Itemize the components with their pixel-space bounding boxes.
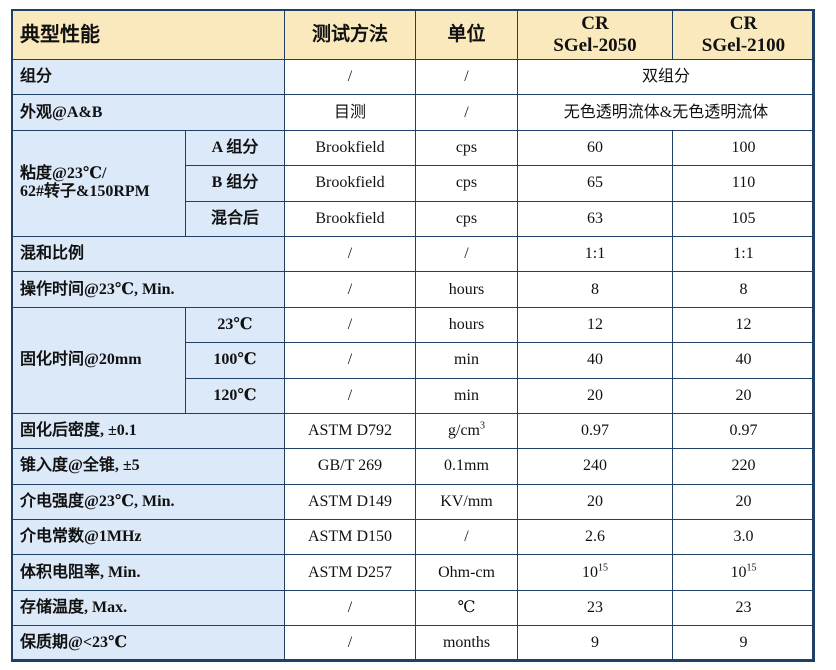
- row-method: ASTM D150: [284, 519, 416, 556]
- row-sublabel: B 组分: [185, 165, 285, 202]
- row-label: 操作时间@23℃, Min.: [11, 271, 285, 308]
- row-method: ASTM D792: [284, 412, 416, 450]
- row-label: 存储温度, Max.: [11, 589, 285, 627]
- row-value-2: 12: [672, 306, 815, 344]
- row-value: 双组分: [517, 58, 815, 96]
- row-method: /: [284, 306, 416, 344]
- row-label: 介电常数@1MHz: [11, 519, 285, 556]
- row-method: /: [284, 58, 416, 96]
- row-method: ASTM D149: [284, 483, 416, 521]
- table-row: 体积电阻率, Min. ASTM D257 Ohm-cm 1015 1015: [11, 554, 815, 591]
- row-value-2: 3.0: [672, 519, 815, 556]
- table-row: 粘度@23℃/62#转子&150RPM A 组分 Brookfield cps …: [11, 129, 815, 237]
- row-method: /: [284, 589, 416, 627]
- table-row: 锥入度@全锥, ±5 GB/T 269 0.1mm 240 220: [11, 448, 815, 485]
- row-sublabel: 混合后: [185, 200, 285, 237]
- row-value-1: 20: [517, 377, 673, 414]
- table-row: 介电常数@1MHz ASTM D150 / 2.6 3.0: [11, 519, 815, 556]
- row-method: Brookfield: [284, 200, 416, 237]
- table-outer-border: [11, 9, 814, 661]
- row-method: Brookfield: [284, 165, 416, 202]
- row-method: 目测: [284, 94, 416, 131]
- row-sublabel: A 组分: [185, 129, 285, 167]
- row-unit: /: [415, 58, 518, 96]
- header-property: 典型性能: [11, 9, 285, 60]
- row-value-1: 8: [517, 271, 673, 308]
- row-value-2: 100: [672, 129, 815, 167]
- table-header-row: 典型性能 测试方法 单位 CR SGel-2050 CR SGel-2100: [11, 9, 815, 60]
- row-value-1: 40: [517, 342, 673, 379]
- row-value-2: 40: [672, 342, 815, 379]
- row-label: 保质期@<23℃: [11, 625, 285, 662]
- table-row: 混合后 Brookfield cps 63 105: [12, 200, 815, 237]
- row-label: 混和比例: [11, 235, 285, 273]
- table-row: 混和比例 / / 1:1 1:1: [11, 235, 815, 273]
- row-method: /: [284, 342, 416, 379]
- table-row: 组分 / / 双组分: [11, 58, 815, 96]
- row-unit: /: [415, 94, 518, 131]
- row-unit: Ohm-cm: [415, 554, 518, 591]
- row-unit: hours: [415, 271, 518, 308]
- row-unit: months: [415, 625, 518, 662]
- table-row: B 组分 Brookfield cps 65 110: [12, 165, 815, 202]
- row-value-1: 1015: [517, 554, 673, 591]
- row-value-1: 20: [517, 483, 673, 521]
- table-row: 保质期@<23℃ / months 9 9: [11, 625, 815, 662]
- row-method: GB/T 269: [284, 448, 416, 485]
- row-label-viscosity: 粘度@23℃/62#转子&150RPM: [11, 129, 186, 237]
- row-unit: 0.1mm: [415, 448, 518, 485]
- row-value-2: 1:1: [672, 235, 815, 273]
- row-label: 组分: [11, 58, 285, 96]
- row-unit: /: [415, 519, 518, 556]
- table-row: 外观@A&B 目测 / 无色透明流体&无色透明流体: [11, 94, 815, 131]
- table-row: 固化后密度, ±0.1 ASTM D792 g/cm3 0.97 0.97: [11, 412, 815, 450]
- table-row: 100℃ / min 40 40: [12, 342, 815, 379]
- row-value-1: 12: [517, 306, 673, 344]
- row-unit: /: [415, 235, 518, 273]
- row-value-1: 2.6: [517, 519, 673, 556]
- row-label: 外观@A&B: [11, 94, 285, 131]
- table-row: 操作时间@23℃, Min. / hours 8 8: [11, 271, 815, 308]
- row-value-1: 240: [517, 448, 673, 485]
- row-label: 介电强度@23℃, Min.: [11, 483, 285, 521]
- row-value-2: 105: [672, 200, 815, 237]
- table-row: 固化时间@20mm 23℃ / hours 12 12: [11, 306, 815, 414]
- row-label: 锥入度@全锥, ±5: [11, 448, 285, 485]
- row-method: Brookfield: [284, 129, 416, 167]
- row-value-1: 1:1: [517, 235, 673, 273]
- row-label-cure-time: 固化时间@20mm: [11, 306, 186, 414]
- row-value-2: 0.97: [672, 412, 815, 450]
- row-method: /: [284, 235, 416, 273]
- row-value-2: 220: [672, 448, 815, 485]
- row-unit: min: [415, 377, 518, 414]
- row-value-2: 9: [672, 625, 815, 662]
- row-sublabel: 100℃: [185, 342, 285, 379]
- table-row: 120℃ / min 20 20: [12, 377, 815, 414]
- row-value-2: 20: [672, 483, 815, 521]
- spec-table: 典型性能 测试方法 单位 CR SGel-2050 CR SGel-2100 组分 …: [11, 9, 815, 662]
- row-unit: cps: [415, 129, 518, 167]
- row-value-2: 110: [672, 165, 815, 202]
- row-method: /: [284, 625, 416, 662]
- row-value-2: 8: [672, 271, 815, 308]
- row-value-2: 20: [672, 377, 815, 414]
- table-row: 存储温度, Max. / ℃ 23 23: [11, 589, 815, 627]
- row-unit: cps: [415, 165, 518, 202]
- row-value: 无色透明流体&无色透明流体: [517, 94, 815, 131]
- row-value-2: 23: [672, 589, 815, 627]
- row-method: /: [284, 377, 416, 414]
- row-unit: hours: [415, 306, 518, 344]
- row-value-2: 1015: [672, 554, 815, 591]
- row-unit: ℃: [415, 589, 518, 627]
- row-label: 固化后密度, ±0.1: [11, 412, 285, 450]
- row-sublabel: 120℃: [185, 377, 285, 414]
- table-row: 介电强度@23℃, Min. ASTM D149 KV/mm 20 20: [11, 483, 815, 521]
- row-value-1: 0.97: [517, 412, 673, 450]
